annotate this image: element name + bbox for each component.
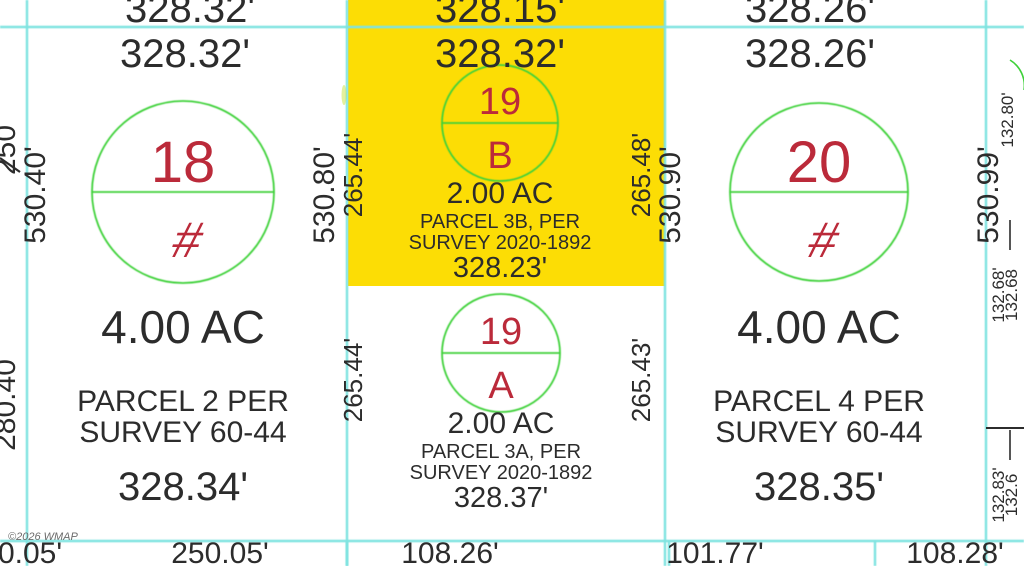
svg-text:108.26': 108.26' bbox=[401, 537, 499, 566]
svg-text:PARCEL 3A, PER: PARCEL 3A, PER bbox=[421, 441, 581, 463]
svg-text:4.00 AC: 4.00 AC bbox=[737, 301, 901, 353]
svg-text:280.40: 280.40 bbox=[0, 359, 22, 451]
svg-text:18: 18 bbox=[151, 130, 216, 195]
svg-text:108.28': 108.28' bbox=[906, 537, 1004, 566]
svg-text:328.34': 328.34' bbox=[118, 465, 248, 509]
svg-text:530.80': 530.80' bbox=[308, 146, 341, 244]
svg-text:328.26': 328.26' bbox=[745, 0, 875, 31]
svg-text:328.35': 328.35' bbox=[754, 465, 884, 509]
svg-text:265.44': 265.44' bbox=[338, 338, 368, 423]
svg-text:PARCEL 2 PER: PARCEL 2 PER bbox=[77, 385, 289, 418]
svg-text:SURVEY 2020-1892: SURVEY 2020-1892 bbox=[409, 232, 592, 254]
svg-text:530.40': 530.40' bbox=[19, 146, 52, 244]
svg-text:2.00 AC: 2.00 AC bbox=[447, 177, 554, 210]
svg-text:132.68: 132.68 bbox=[1002, 269, 1021, 321]
svg-text:328.26': 328.26' bbox=[745, 32, 875, 76]
svg-text:328.15': 328.15' bbox=[435, 0, 565, 31]
svg-text:©2026 WMAP: ©2026 WMAP bbox=[8, 531, 79, 543]
svg-text:250.05': 250.05' bbox=[171, 537, 269, 566]
svg-text:265.44': 265.44' bbox=[338, 133, 368, 218]
svg-text:B: B bbox=[487, 135, 512, 177]
svg-text:530.99': 530.99' bbox=[972, 146, 1005, 244]
svg-text:SURVEY 60-44: SURVEY 60-44 bbox=[715, 416, 922, 449]
svg-text:PARCEL 3B, PER: PARCEL 3B, PER bbox=[420, 211, 580, 233]
svg-text:328.32': 328.32' bbox=[125, 0, 255, 31]
svg-text:530.90': 530.90' bbox=[654, 146, 687, 244]
svg-text:SURVEY 60-44: SURVEY 60-44 bbox=[79, 416, 286, 449]
svg-text:4.00 AC: 4.00 AC bbox=[101, 301, 265, 353]
svg-text:19: 19 bbox=[479, 81, 521, 123]
svg-text:A: A bbox=[488, 365, 514, 407]
svg-text:PARCEL 4 PER: PARCEL 4 PER bbox=[713, 385, 925, 418]
svg-text:2.00 AC: 2.00 AC bbox=[448, 407, 555, 440]
svg-text:SURVEY 2020-1892: SURVEY 2020-1892 bbox=[410, 462, 593, 484]
svg-text:19: 19 bbox=[480, 311, 522, 353]
svg-text:132.80': 132.80' bbox=[998, 92, 1017, 147]
svg-text:328.32': 328.32' bbox=[120, 32, 250, 76]
svg-text:265.48': 265.48' bbox=[626, 133, 656, 218]
svg-text:20: 20 bbox=[787, 130, 852, 195]
svg-text:101.77': 101.77' bbox=[666, 537, 764, 566]
svg-text:132.6: 132.6 bbox=[1002, 474, 1021, 517]
svg-text:328.32': 328.32' bbox=[435, 32, 565, 76]
svg-text:328.23': 328.23' bbox=[453, 252, 547, 284]
svg-text:328.37': 328.37' bbox=[454, 482, 548, 514]
svg-text:265.43': 265.43' bbox=[626, 338, 656, 423]
